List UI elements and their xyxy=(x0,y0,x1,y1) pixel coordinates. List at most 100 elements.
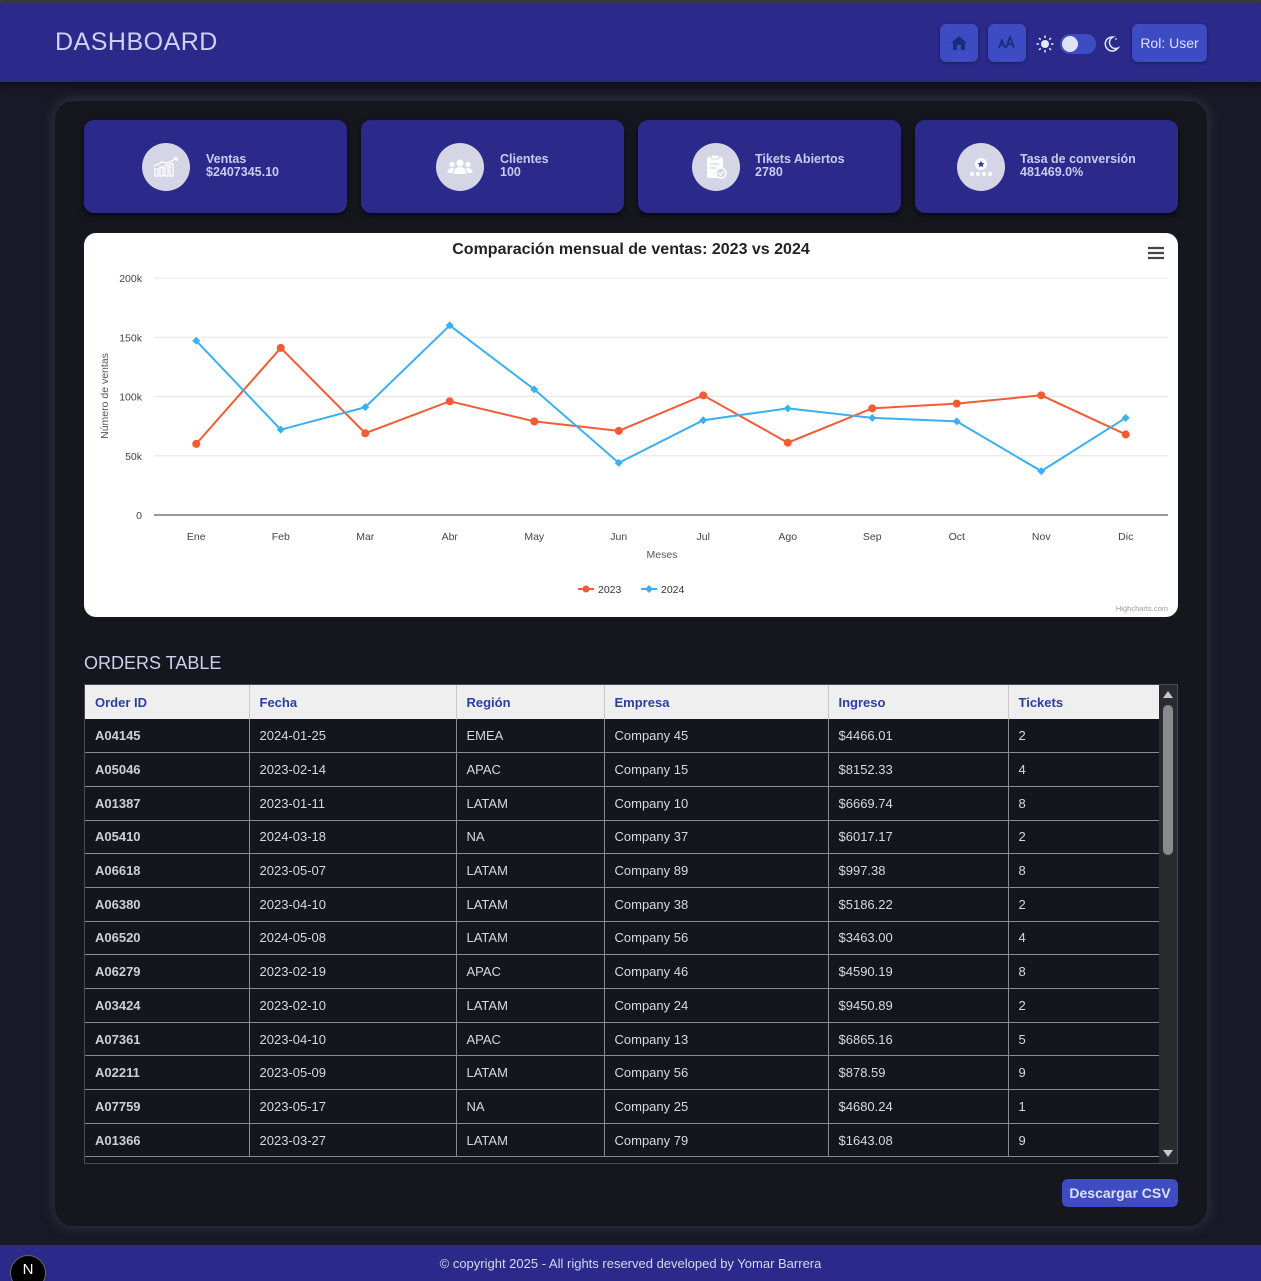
column-header-fecha[interactable]: Fecha xyxy=(249,685,457,719)
next-dev-badge[interactable]: N xyxy=(10,1255,46,1281)
scroll-up-arrow-icon[interactable] xyxy=(1163,691,1173,698)
cell-fecha: 2024-03-18 xyxy=(249,820,457,855)
kpi-icon-circle xyxy=(436,143,484,191)
cell-region: LATAM xyxy=(456,988,605,1023)
x-tick-label: Abr xyxy=(442,531,459,543)
data-point-2023[interactable] xyxy=(192,439,201,448)
legend-item-2024[interactable]: 2024 xyxy=(641,584,685,596)
table-row[interactable]: A06618 2023-05-07 LATAM Company 89 $997.38 8 xyxy=(85,853,1161,888)
cell-region: EMEA xyxy=(456,719,605,754)
data-point-2023[interactable] xyxy=(276,343,285,352)
kpi-label: Tikets Abiertos xyxy=(755,152,845,166)
data-point-2024[interactable] xyxy=(699,416,708,425)
data-point-2024[interactable] xyxy=(868,413,877,422)
table-row[interactable]: A05046 2023-02-14 APAC Company 15 $8152.33 4 xyxy=(85,752,1161,787)
column-header-order-id[interactable]: Order ID xyxy=(85,685,250,719)
data-point-2023[interactable] xyxy=(614,426,623,435)
legend-marker xyxy=(582,585,590,593)
theme-toggle[interactable] xyxy=(1060,34,1096,54)
font-size-button[interactable] xyxy=(988,24,1026,62)
data-point-2023[interactable] xyxy=(530,417,539,426)
role-button[interactable]: Rol: User xyxy=(1132,24,1207,62)
data-point-2024[interactable] xyxy=(530,385,539,394)
conversion-icon xyxy=(970,158,992,176)
cell-order-id: A06520 xyxy=(85,921,250,956)
cell-fecha: 2023-02-14 xyxy=(249,752,457,787)
cell-ingreso: $1643.08 xyxy=(828,1123,1009,1158)
scroll-down-arrow-icon[interactable] xyxy=(1163,1150,1173,1157)
cell-fecha: 2023-02-10 xyxy=(249,988,457,1023)
cell-region: NA xyxy=(456,1089,605,1124)
cell-tickets: 5 xyxy=(1008,1022,1161,1057)
cell-fecha: 2023-05-09 xyxy=(249,1055,457,1091)
cell-order-id: A01366 xyxy=(85,1123,250,1158)
scrollbar-thumb[interactable] xyxy=(1163,705,1173,855)
data-point-2023[interactable] xyxy=(361,429,370,438)
data-point-2023[interactable] xyxy=(783,438,792,447)
data-point-2023[interactable] xyxy=(1121,430,1130,439)
x-tick-label: Ene xyxy=(187,531,206,543)
column-header-ingreso[interactable]: Ingreso xyxy=(828,685,1009,719)
chart-credits[interactable]: Highcharts.com xyxy=(1116,604,1168,613)
table-row[interactable]: A05410 2024-03-18 NA Company 37 $6017.17 2 xyxy=(85,820,1161,855)
top-navbar: DASHBOARD Rol: User xyxy=(0,4,1261,82)
data-point-2024[interactable] xyxy=(361,403,370,412)
data-point-2023[interactable] xyxy=(699,391,708,400)
y-tick-label: 50k xyxy=(125,451,143,463)
legend-item-2023[interactable]: 2023 xyxy=(578,584,622,596)
data-point-2024[interactable] xyxy=(445,321,454,330)
x-tick-label: May xyxy=(524,531,545,543)
table-row[interactable]: A06380 2023-04-10 LATAM Company 38 $5186.22 2 xyxy=(85,887,1161,922)
table-row[interactable]: A07361 2023-04-10 APAC Company 13 $6865.16 5 xyxy=(85,1022,1161,1057)
data-point-2024[interactable] xyxy=(952,417,961,426)
menu-icon[interactable] xyxy=(1146,245,1164,261)
cell-region: LATAM xyxy=(456,887,605,922)
download-csv-button[interactable]: Descargar CSV xyxy=(1062,1179,1178,1207)
table-row[interactable]: A06279 2023-02-19 APAC Company 46 $4590.19 8 xyxy=(85,954,1161,989)
font-size-icon xyxy=(998,34,1015,49)
cell-ingreso: $6017.17 xyxy=(828,820,1009,855)
cell-order-id: A02211 xyxy=(85,1055,250,1091)
cell-region: LATAM xyxy=(456,1055,605,1091)
data-point-2024[interactable] xyxy=(192,336,201,345)
cell-tickets: 8 xyxy=(1008,954,1161,989)
legend-label: 2023 xyxy=(598,584,622,596)
table-row[interactable]: A07759 2023-05-17 NA Company 25 $4680.24 1 xyxy=(85,1089,1161,1124)
table-scrollbar[interactable] xyxy=(1159,685,1177,1163)
data-point-2024[interactable] xyxy=(783,404,792,413)
table-row[interactable]: A04145 2024-01-25 EMEA Company 45 $4466.01 2 xyxy=(85,719,1161,754)
x-axis-title: Meses xyxy=(647,549,678,561)
x-tick-label: Ago xyxy=(778,531,797,543)
cell-region: LATAM xyxy=(456,921,605,956)
data-point-2023[interactable] xyxy=(868,404,877,413)
data-point-2023[interactable] xyxy=(445,397,454,406)
y-tick-label: 150k xyxy=(119,332,143,344)
y-tick-label: 100k xyxy=(119,392,143,404)
column-header-empresa[interactable]: Empresa xyxy=(604,685,829,719)
data-point-2024[interactable] xyxy=(614,458,623,467)
cell-empresa: Company 24 xyxy=(604,988,829,1023)
table-row[interactable]: A02211 2023-05-09 LATAM Company 56 $878.59 9 xyxy=(85,1055,1161,1091)
column-header-tickets[interactable]: Tickets xyxy=(1008,685,1161,719)
cell-fecha: 2023-01-11 xyxy=(249,786,457,821)
table-row[interactable]: A06520 2024-05-08 LATAM Company 56 $3463.00 4 xyxy=(85,921,1161,956)
cell-ingreso: $4680.24 xyxy=(828,1089,1009,1124)
chart-title: Comparación mensual de ventas: 2023 vs 2… xyxy=(452,241,810,258)
cell-tickets: 4 xyxy=(1008,921,1161,956)
table-row[interactable]: A03424 2023-02-10 LATAM Company 24 $9450.89 2 xyxy=(85,988,1161,1023)
data-point-2024[interactable] xyxy=(1037,467,1046,476)
cell-empresa: Company 56 xyxy=(604,921,829,956)
table-row[interactable]: A01387 2023-01-11 LATAM Company 10 $6669.74 8 xyxy=(85,786,1161,821)
data-point-2023[interactable] xyxy=(952,399,961,408)
data-point-2024[interactable] xyxy=(1121,413,1130,422)
data-point-2023[interactable] xyxy=(1037,391,1046,400)
cell-ingreso: $4590.19 xyxy=(828,954,1009,989)
column-header-region[interactable]: Región xyxy=(456,685,605,719)
home-button[interactable] xyxy=(940,24,978,62)
cell-empresa: Company 25 xyxy=(604,1089,829,1124)
users-icon xyxy=(447,159,473,174)
theme-switcher xyxy=(1036,31,1120,57)
table-row[interactable]: A01366 2023-03-27 LATAM Company 79 $1643.08 9 xyxy=(85,1123,1161,1158)
kpi-card-conversion: Tasa de conversión 481469.0% xyxy=(915,120,1178,213)
data-point-2024[interactable] xyxy=(276,425,285,434)
